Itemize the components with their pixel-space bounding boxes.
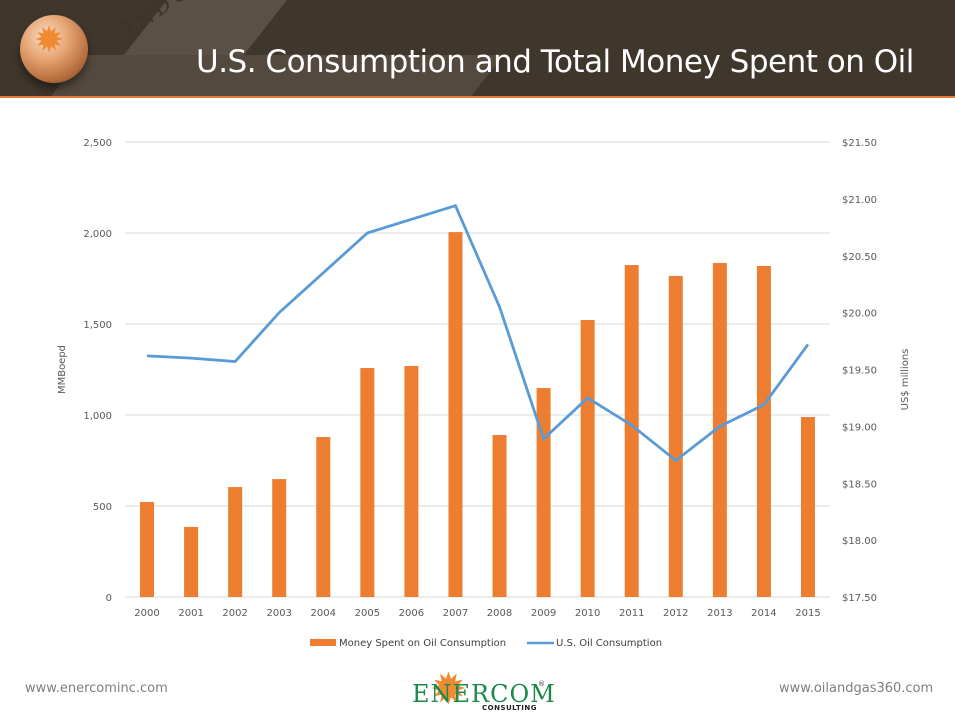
registered-mark: ® xyxy=(538,680,545,688)
x-tick-label: 2009 xyxy=(531,608,556,619)
bar-2014 xyxy=(756,265,771,597)
bar-2003 xyxy=(272,479,287,597)
right-tick-label: $20.00 xyxy=(842,309,877,320)
left-axis-title: MMBoepd xyxy=(57,345,68,394)
legend-label-bars: Money Spent on Oil Consumption xyxy=(339,638,506,649)
bar-2007 xyxy=(448,232,463,597)
globe-logo-icon: ✹ xyxy=(20,15,88,83)
page-title: U.S. Consumption and Total Money Spent o… xyxy=(196,44,914,80)
enercom-logo: ✹ ENERCOM ® CONSULTING xyxy=(410,664,555,716)
bar-2001 xyxy=(184,526,199,597)
bar-2004 xyxy=(316,437,331,597)
bar-2000 xyxy=(140,501,155,597)
bar-2005 xyxy=(360,368,375,597)
x-tick-label: 2008 xyxy=(487,608,512,619)
bar-2008 xyxy=(492,435,507,597)
legend-swatch-bars xyxy=(310,639,336,646)
x-tick-label: 2013 xyxy=(707,608,732,619)
bar-2010 xyxy=(580,319,595,597)
right-tick-label: $18.50 xyxy=(842,479,877,490)
bar-2011 xyxy=(624,265,639,597)
sunburst-icon: ✹ xyxy=(430,664,467,715)
right-axis-title: US$ millions xyxy=(900,349,911,411)
x-tick-label: 2015 xyxy=(795,608,820,619)
right-tick-label: $21.50 xyxy=(842,138,877,149)
logo-subtitle: CONSULTING xyxy=(482,704,537,712)
x-tick-label: 2004 xyxy=(311,608,336,619)
x-tick-label: 2005 xyxy=(355,608,380,619)
line-us-oil-consumption xyxy=(146,203,810,463)
left-tick-label: 1,000 xyxy=(83,411,112,422)
bar-2006 xyxy=(404,366,419,597)
footer-link-oilandgas360[interactable]: www.oilandgas360.com xyxy=(779,681,934,696)
x-tick-label: 2011 xyxy=(619,608,644,619)
left-tick-label: 0 xyxy=(106,593,112,604)
x-tick-label: 2012 xyxy=(663,608,688,619)
x-tick-label: 2006 xyxy=(399,608,424,619)
left-tick-label: 500 xyxy=(93,502,112,513)
bar-2002 xyxy=(228,487,243,597)
x-tick-label: 2000 xyxy=(134,608,159,619)
bar-2013 xyxy=(712,263,727,597)
logo-wordmark: ENERCOM xyxy=(412,680,556,708)
right-tick-label: $21.00 xyxy=(842,195,877,206)
x-tick-label: 2007 xyxy=(443,608,468,619)
right-tick-label: $19.00 xyxy=(842,422,877,433)
left-tick-label: 2,000 xyxy=(83,229,112,240)
right-tick-label: $17.50 xyxy=(842,593,877,604)
legend-label-line: U.S. Oil Consumption xyxy=(556,638,662,649)
left-tick-label: 2,500 xyxy=(83,138,112,149)
right-tick-label: $19.50 xyxy=(842,366,877,377)
bar-2009 xyxy=(536,388,551,597)
right-tick-label: $20.50 xyxy=(842,252,877,263)
bar-2012 xyxy=(668,275,683,597)
x-tick-label: 2010 xyxy=(575,608,600,619)
header-divider xyxy=(0,96,955,98)
x-tick-label: 2003 xyxy=(266,608,291,619)
combo-chart: 0 500 1,000 1,500 2,000 2,500 $17.50 $18.00 $18.… xyxy=(57,138,911,649)
x-tick-label: 2014 xyxy=(751,608,776,619)
x-tick-label: 2002 xyxy=(222,608,247,619)
left-tick-label: 1,500 xyxy=(83,320,112,331)
footer-link-enercom[interactable]: www.enercominc.com xyxy=(25,681,168,696)
header-banner: INDUSTRY ✹ U.S. Consumption and Total Mo… xyxy=(0,0,955,98)
x-tick-label: 2001 xyxy=(178,608,203,619)
right-tick-label: $18.00 xyxy=(842,536,877,547)
bar-2015 xyxy=(800,417,815,597)
